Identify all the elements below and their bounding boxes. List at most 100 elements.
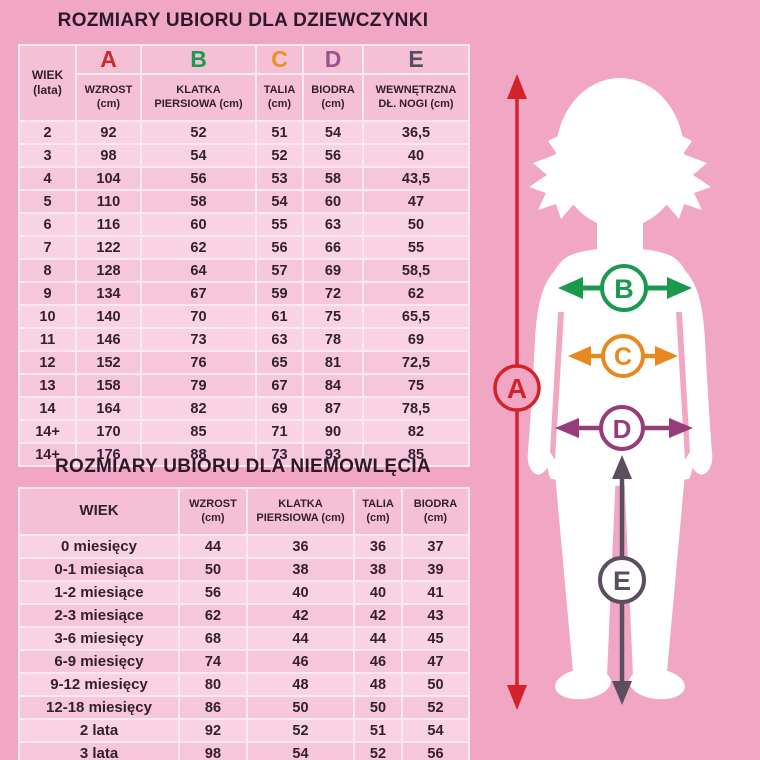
- marker-letter-B: B: [614, 274, 634, 304]
- table-cell: 36: [353, 534, 403, 559]
- measure-letter-B: B: [140, 44, 257, 75]
- table-cell: 63: [302, 212, 364, 237]
- table-cell: 11: [18, 327, 77, 352]
- table-cell: 58: [140, 189, 257, 214]
- table-cell: 62: [362, 281, 470, 306]
- table-row: 6 116 60 55 63 50: [18, 212, 470, 237]
- measure-letter-C: C: [255, 44, 304, 75]
- table-cell: 58: [302, 166, 364, 191]
- table-cell: 3 lata: [18, 741, 180, 760]
- table-cell: 36: [246, 534, 355, 559]
- table-cell: 38: [246, 557, 355, 582]
- table-cell: 14: [18, 396, 77, 421]
- table-cell: 73: [140, 327, 257, 352]
- table-row: 3 98 54 52 56 40: [18, 143, 470, 168]
- table-cell: 68: [178, 626, 248, 651]
- table-cell: 48: [353, 672, 403, 697]
- table-cell: 84: [302, 373, 364, 398]
- table-cell: 71: [255, 419, 304, 444]
- table-cell: 52: [140, 120, 257, 145]
- table-cell: 57: [255, 258, 304, 283]
- table-cell: 67: [140, 281, 257, 306]
- table-cell: 170: [75, 419, 142, 444]
- table-row: 14+ 176 88 73 93 85: [18, 442, 470, 467]
- table-cell: 45: [401, 626, 470, 651]
- column-header: KLATKA PIERSIOWA (cm): [140, 73, 257, 122]
- table-cell: 64: [140, 258, 257, 283]
- table-cell: 56: [255, 235, 304, 260]
- table-cell: 86: [178, 695, 248, 720]
- table-cell: 53: [255, 166, 304, 191]
- table-cell: 92: [75, 120, 142, 145]
- table-cell: 13: [18, 373, 77, 398]
- table-cell: 90: [302, 419, 364, 444]
- table-cell: 3-6 miesięcy: [18, 626, 180, 651]
- table-cell: 59: [255, 281, 304, 306]
- table-cell: 128: [75, 258, 142, 283]
- table-cell: 43,5: [362, 166, 470, 191]
- table-row: 3-6 miesięcy 68 44 44 45: [18, 626, 470, 651]
- table-cell: 1-2 miesiące: [18, 580, 180, 605]
- table-cell: 66: [302, 235, 364, 260]
- column-header: BIODRA (cm): [302, 73, 364, 122]
- table-cell: 74: [178, 649, 248, 674]
- left-leg: [554, 462, 616, 676]
- girl-silhouette-diagram: A B C: [493, 74, 713, 710]
- table-row: 1-2 miesiące 56 40 40 41: [18, 580, 470, 605]
- table-cell: 12: [18, 350, 77, 375]
- table-cell: 56: [140, 166, 257, 191]
- infants-table-title: ROZMIARY UBIORU DLA NIEMOWLĘCIA: [55, 456, 431, 477]
- table-cell: 37: [401, 534, 470, 559]
- table-cell: 55: [362, 235, 470, 260]
- column-header: WEWNĘTRZNA DŁ. NOGI (cm): [362, 73, 470, 122]
- table-cell: 79: [140, 373, 257, 398]
- table-cell: 51: [353, 718, 403, 743]
- table-cell: 56: [178, 580, 248, 605]
- table-cell: 47: [362, 189, 470, 214]
- table-cell: 158: [75, 373, 142, 398]
- table-cell: 12-18 miesięcy: [18, 695, 180, 720]
- girls-size-table: WIEK (lata) A B C D E WZROST (cm) KLATKA PIERSIOWA…: [18, 44, 470, 467]
- table-cell: 104: [75, 166, 142, 191]
- table-cell: 85: [140, 419, 257, 444]
- table-cell: 69: [362, 327, 470, 352]
- table-cell: 81: [302, 350, 364, 375]
- measure-letter-E: E: [362, 44, 470, 75]
- table-cell: 63: [255, 327, 304, 352]
- girls-table-title: ROZMIARY UBIORU DLA DZIEWCZYNKI: [57, 10, 429, 31]
- table-cell: 56: [401, 741, 470, 760]
- table-row: 12 152 76 65 81 72,5: [18, 350, 470, 375]
- table-cell: 7: [18, 235, 77, 260]
- table-cell: 44: [353, 626, 403, 651]
- table-cell: 38: [353, 557, 403, 582]
- table-cell: 0-1 miesiąca: [18, 557, 180, 582]
- table-cell: 67: [255, 373, 304, 398]
- table-cell: 110: [75, 189, 142, 214]
- table-cell: 42: [353, 603, 403, 628]
- table-cell: 52: [246, 718, 355, 743]
- right-foot: [629, 668, 685, 700]
- left-foot: [555, 668, 611, 700]
- table-row: 11 146 73 63 78 69: [18, 327, 470, 352]
- table-cell: 54: [140, 143, 257, 168]
- left-arm: [527, 268, 564, 475]
- table-cell: 65,5: [362, 304, 470, 329]
- table-cell: 54: [401, 718, 470, 743]
- table-cell: 116: [75, 212, 142, 237]
- table-row: 9-12 miesięcy 80 48 48 50: [18, 672, 470, 697]
- table-cell: 44: [246, 626, 355, 651]
- table-cell: 140: [75, 304, 142, 329]
- table-cell: 69: [255, 396, 304, 421]
- table-cell: 2-3 miesiące: [18, 603, 180, 628]
- column-header: WZROST (cm): [75, 73, 142, 122]
- table-cell: 134: [75, 281, 142, 306]
- column-header-wiek: WIEK (lata): [18, 44, 77, 122]
- table-cell: 40: [246, 580, 355, 605]
- table-cell: 8: [18, 258, 77, 283]
- infants-size-table: WIEK WZROST (cm) KLATKA PIERSIOWA (cm) TALIA(…: [18, 487, 470, 760]
- table-cell: 176: [75, 442, 142, 467]
- table-cell: 70: [140, 304, 257, 329]
- table-cell: 78,5: [362, 396, 470, 421]
- measurement-figure: A B C: [470, 0, 760, 760]
